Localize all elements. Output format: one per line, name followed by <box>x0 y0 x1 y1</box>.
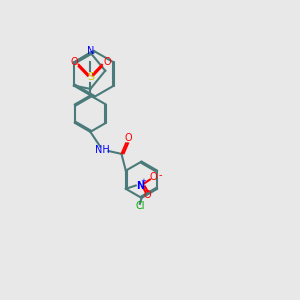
Text: NH: NH <box>94 145 109 155</box>
Text: O: O <box>124 133 132 143</box>
Text: N: N <box>87 46 94 56</box>
Text: O: O <box>143 190 151 200</box>
Text: O: O <box>70 58 78 68</box>
Text: O: O <box>103 58 111 68</box>
Text: -: - <box>159 170 162 180</box>
Text: O: O <box>149 172 157 182</box>
Text: N: N <box>136 181 145 190</box>
Text: Cl: Cl <box>135 201 145 211</box>
Text: S: S <box>87 72 94 82</box>
Text: +: + <box>140 178 146 184</box>
